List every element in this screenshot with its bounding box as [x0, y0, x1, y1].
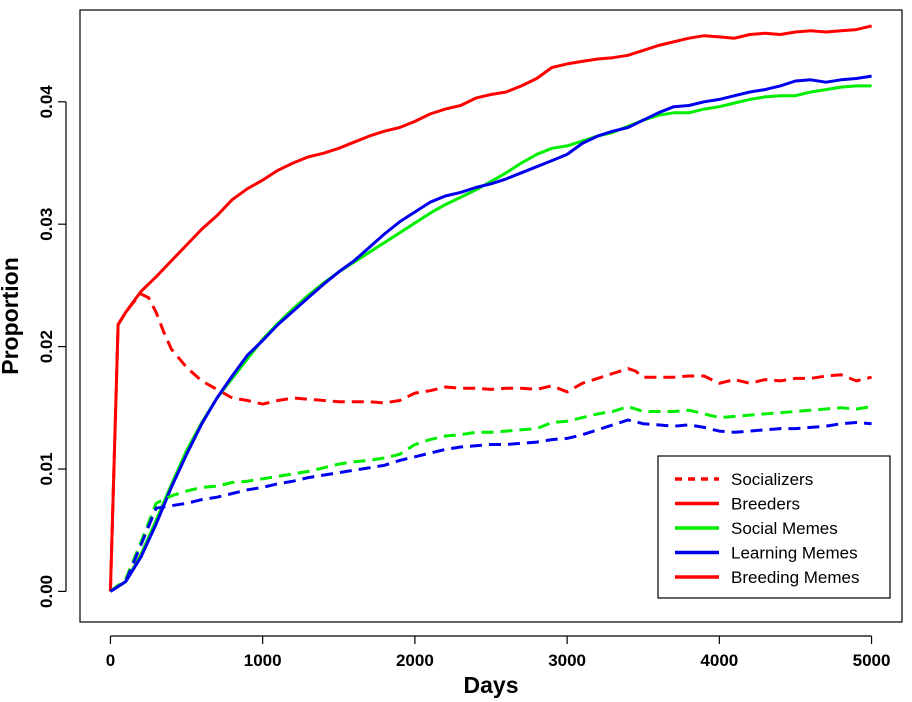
x-tick-label: 0 [106, 651, 115, 670]
x-tick-label: 1000 [244, 651, 282, 670]
y-tick-label: 0.01 [37, 452, 56, 485]
legend-label: Social Memes [731, 519, 838, 538]
legend: Socializers Breeders Social Memes Learning … [657, 455, 891, 599]
y-tick-label: 0.04 [37, 85, 56, 119]
x-tick-label: 2000 [396, 651, 434, 670]
x-tick-label: 5000 [853, 651, 891, 670]
y-axis: 0.00 0.01 0.02 0.03 0.04 [37, 85, 67, 608]
series-line-breeders [108, 24, 872, 592]
x-axis-title: Days [464, 672, 519, 698]
series-line-social-memes-dashed [109, 405, 872, 593]
x-tick-label: 3000 [548, 651, 586, 670]
x-tick-label: 4000 [700, 651, 738, 670]
legend-label: Breeding Memes [731, 568, 860, 587]
legend-label: Learning Memes [731, 544, 858, 563]
series-line-socializers [108, 292, 872, 592]
y-axis-title: Proportion [0, 257, 23, 375]
plot-frame [79, 9, 903, 623]
series-line-learning-memes-dashed [109, 418, 872, 593]
series-line-learning-memes [109, 74, 872, 593]
legend-label: Breeders [731, 495, 800, 514]
y-tick-label: 0.03 [37, 208, 56, 241]
series-layer [108, 24, 872, 593]
series-line-social-memes [109, 84, 872, 593]
legend-label: Socializers [731, 470, 813, 489]
x-axis: 0 1000 2000 3000 4000 5000 [106, 635, 891, 670]
y-tick-label: 0.02 [37, 330, 56, 363]
y-tick-label: 0.00 [37, 575, 56, 608]
